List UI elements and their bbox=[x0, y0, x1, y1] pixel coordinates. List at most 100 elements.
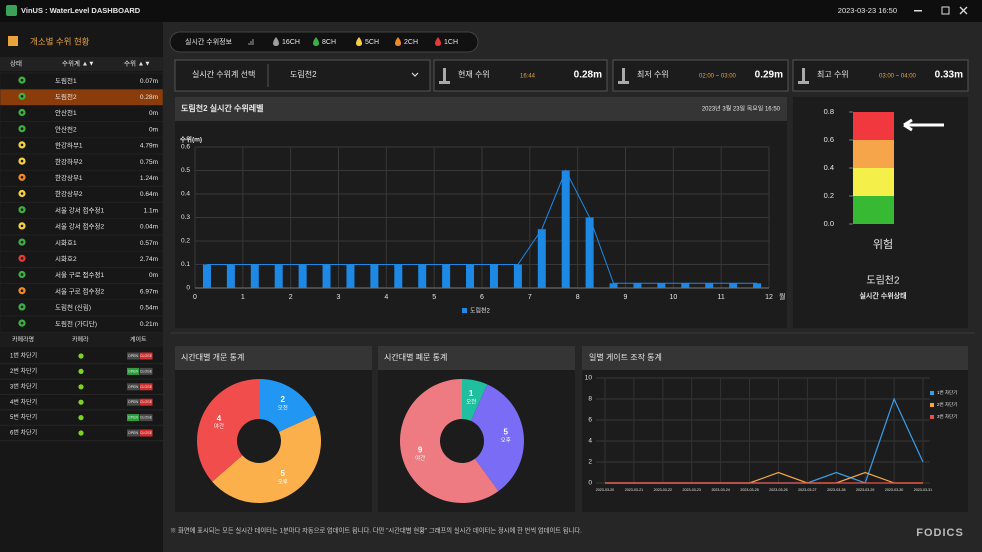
station-name: 한강상부1 bbox=[55, 173, 83, 182]
minimize-button[interactable] bbox=[914, 10, 922, 12]
slice-label: 오전 bbox=[278, 403, 288, 411]
close-label: CLOSE bbox=[140, 400, 153, 404]
slice-label: 야간 bbox=[214, 422, 224, 430]
x-tick-label: 9 bbox=[624, 294, 628, 301]
status-label: 실시간 수위정보 bbox=[185, 37, 233, 46]
y-tick-label: 4 bbox=[588, 438, 592, 445]
channel-icon bbox=[313, 37, 319, 46]
card-icon-base bbox=[798, 81, 809, 84]
open-button[interactable] bbox=[127, 414, 139, 422]
close-button[interactable] bbox=[959, 6, 968, 15]
station-name: 도림천 (가디단) bbox=[55, 319, 97, 328]
legend-swatch bbox=[930, 403, 934, 407]
close-button[interactable] bbox=[139, 367, 153, 375]
station-level: 0.28m bbox=[140, 94, 158, 101]
y-axis-label: 수위(m) bbox=[180, 135, 202, 144]
dropdown-caret[interactable] bbox=[411, 72, 419, 77]
close-button[interactable] bbox=[139, 352, 153, 360]
open-button[interactable] bbox=[127, 398, 139, 406]
station-level: 4.79m bbox=[140, 143, 158, 150]
status-pin-hole bbox=[20, 321, 24, 325]
station-level: 0.57m bbox=[140, 240, 158, 247]
card-icon bbox=[443, 68, 446, 82]
station-level: 0m bbox=[149, 272, 158, 279]
y-tick-label: 0.4 bbox=[181, 191, 190, 198]
station-name: 시화호1 bbox=[55, 239, 77, 247]
open-button[interactable] bbox=[127, 429, 139, 437]
open-button[interactable] bbox=[127, 352, 139, 360]
close-button[interactable] bbox=[139, 429, 153, 437]
row[interactable] bbox=[0, 315, 164, 333]
level-line bbox=[206, 169, 758, 284]
pie-slice bbox=[399, 378, 499, 504]
pie-header bbox=[175, 346, 372, 370]
bar bbox=[705, 283, 714, 288]
status-bar bbox=[169, 31, 479, 53]
camera-status bbox=[78, 415, 84, 421]
gauge-level bbox=[853, 168, 894, 196]
close-label: CLOSE bbox=[140, 416, 153, 420]
maximize-button[interactable] bbox=[941, 6, 950, 15]
signal-icon bbox=[248, 39, 254, 45]
y-tick-label: 0.5 bbox=[181, 167, 190, 174]
legend-swatch bbox=[930, 391, 934, 395]
channel-icon bbox=[435, 37, 441, 46]
bar bbox=[250, 264, 259, 288]
card-value: 0.29m bbox=[755, 70, 783, 81]
station-name: 도림천 (신림) bbox=[55, 303, 91, 312]
selector[interactable] bbox=[174, 59, 431, 92]
y-tick-label: 0.3 bbox=[181, 214, 190, 221]
station-level: 6.97m bbox=[140, 288, 158, 295]
slice-label: 오전 bbox=[466, 397, 476, 405]
gauge-status: 위험 bbox=[873, 238, 893, 251]
chart-title: 도림천2 실시간 수위레벨 bbox=[181, 103, 264, 113]
close-button[interactable] bbox=[139, 398, 153, 406]
open-button[interactable] bbox=[127, 383, 139, 391]
x-tick-label: 2023-03-24 bbox=[711, 488, 729, 492]
station-level: 0m bbox=[149, 126, 158, 133]
card-icon bbox=[802, 68, 805, 82]
column-header: 수위계 ▲▼ bbox=[62, 59, 95, 68]
bar bbox=[226, 264, 235, 288]
gate-header bbox=[0, 333, 163, 347]
close-button[interactable] bbox=[139, 414, 153, 422]
station-name: 한강하부1 bbox=[55, 141, 83, 150]
station-name: 안산천1 bbox=[55, 108, 77, 117]
chart-panel bbox=[175, 97, 787, 328]
bar bbox=[346, 264, 355, 288]
station-level: 0m bbox=[149, 110, 158, 117]
open-button[interactable] bbox=[127, 367, 139, 375]
x-axis-label: 월 bbox=[779, 292, 785, 301]
card-icon-base bbox=[439, 81, 450, 84]
card-value: 0.28m bbox=[574, 70, 602, 81]
pie-slice bbox=[212, 415, 322, 504]
bar bbox=[753, 283, 762, 288]
channel-name: 1CH bbox=[444, 39, 458, 46]
x-tick-label: 2023-03-30 bbox=[885, 488, 903, 492]
station-level: 0.54m bbox=[140, 305, 158, 312]
channel-icon bbox=[356, 37, 362, 46]
level-card bbox=[792, 59, 969, 92]
y-tick-label: 10 bbox=[585, 375, 593, 382]
channel-icon bbox=[273, 37, 279, 46]
close-button[interactable] bbox=[139, 383, 153, 391]
line-header bbox=[582, 346, 968, 370]
station-level: 0.21m bbox=[140, 321, 158, 328]
card-label: 최저 수위 bbox=[637, 69, 669, 79]
line-panel bbox=[582, 346, 968, 512]
status-pin-hole bbox=[20, 143, 24, 147]
x-tick-label: 2023-03-29 bbox=[856, 488, 874, 492]
station-level: 0.64m bbox=[140, 191, 158, 198]
x-tick-label: 2023-03-28 bbox=[827, 488, 845, 492]
bar bbox=[489, 264, 498, 288]
station-level: 1.24m bbox=[140, 175, 158, 182]
bar bbox=[394, 264, 403, 288]
gauge-caption: 실시간 수위상태 bbox=[859, 291, 906, 300]
bar bbox=[633, 283, 642, 288]
status-pin-hole bbox=[20, 305, 24, 309]
station-name: 도림천1 bbox=[55, 76, 77, 85]
card-time: 16:44 bbox=[520, 74, 536, 80]
y-tick-label: 0 bbox=[588, 480, 592, 487]
y-tick-label: 8 bbox=[588, 396, 592, 403]
channel-name: 16CH bbox=[282, 39, 300, 46]
